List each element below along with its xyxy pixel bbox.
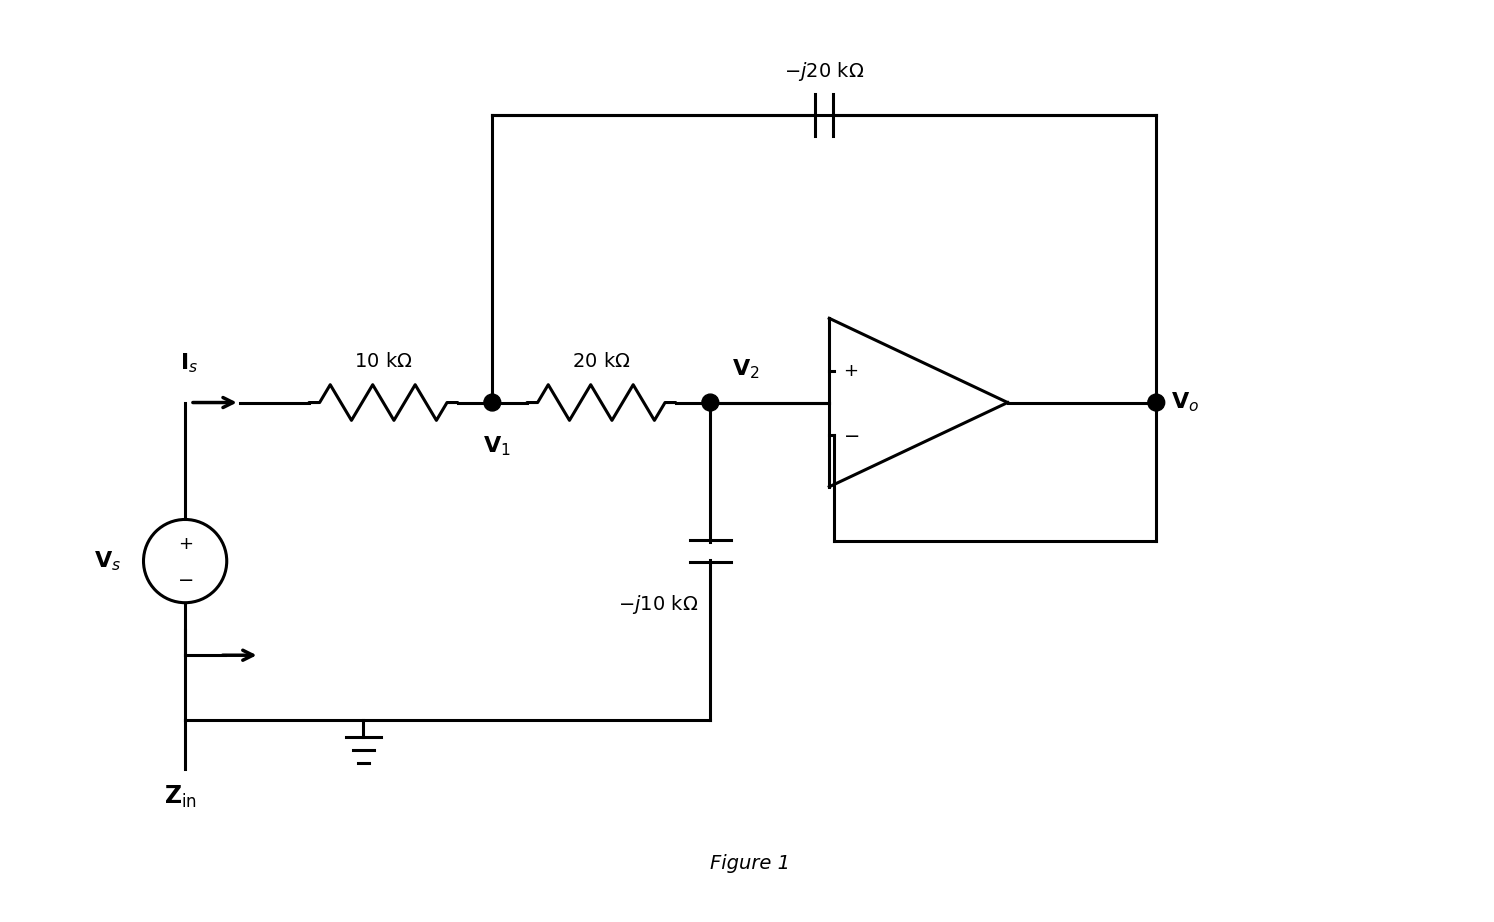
Text: $\mathbf{V}_o$: $\mathbf{V}_o$: [1171, 391, 1200, 414]
Text: $\mathbf{Z}_{\mathrm{in}}$: $\mathbf{Z}_{\mathrm{in}}$: [164, 784, 197, 810]
Text: $-j10\ \mathrm{k}\Omega$: $-j10\ \mathrm{k}\Omega$: [619, 593, 698, 616]
Text: $10\ \mathrm{k}\Omega$: $10\ \mathrm{k}\Omega$: [354, 352, 412, 371]
Text: $+$: $+$: [844, 361, 859, 380]
Text: $\mathbf{V}_1$: $\mathbf{V}_1$: [484, 434, 511, 458]
Text: $-$: $-$: [843, 425, 859, 444]
Text: $-j20\ \mathrm{k}\Omega$: $-j20\ \mathrm{k}\Omega$: [784, 61, 865, 84]
Text: $-$: $-$: [176, 569, 193, 588]
Circle shape: [1147, 394, 1165, 411]
Circle shape: [702, 394, 719, 411]
Circle shape: [484, 394, 500, 411]
Text: $\mathbf{V}_s$: $\mathbf{V}_s$: [94, 550, 121, 573]
Text: $+$: $+$: [178, 536, 193, 553]
Text: $20\ \mathrm{k}\Omega$: $20\ \mathrm{k}\Omega$: [572, 352, 630, 371]
Text: $\mathbf{V}_2$: $\mathbf{V}_2$: [732, 357, 760, 381]
Text: $\mathbf{I}_s$: $\mathbf{I}_s$: [181, 351, 199, 374]
Text: Figure 1: Figure 1: [710, 854, 790, 873]
